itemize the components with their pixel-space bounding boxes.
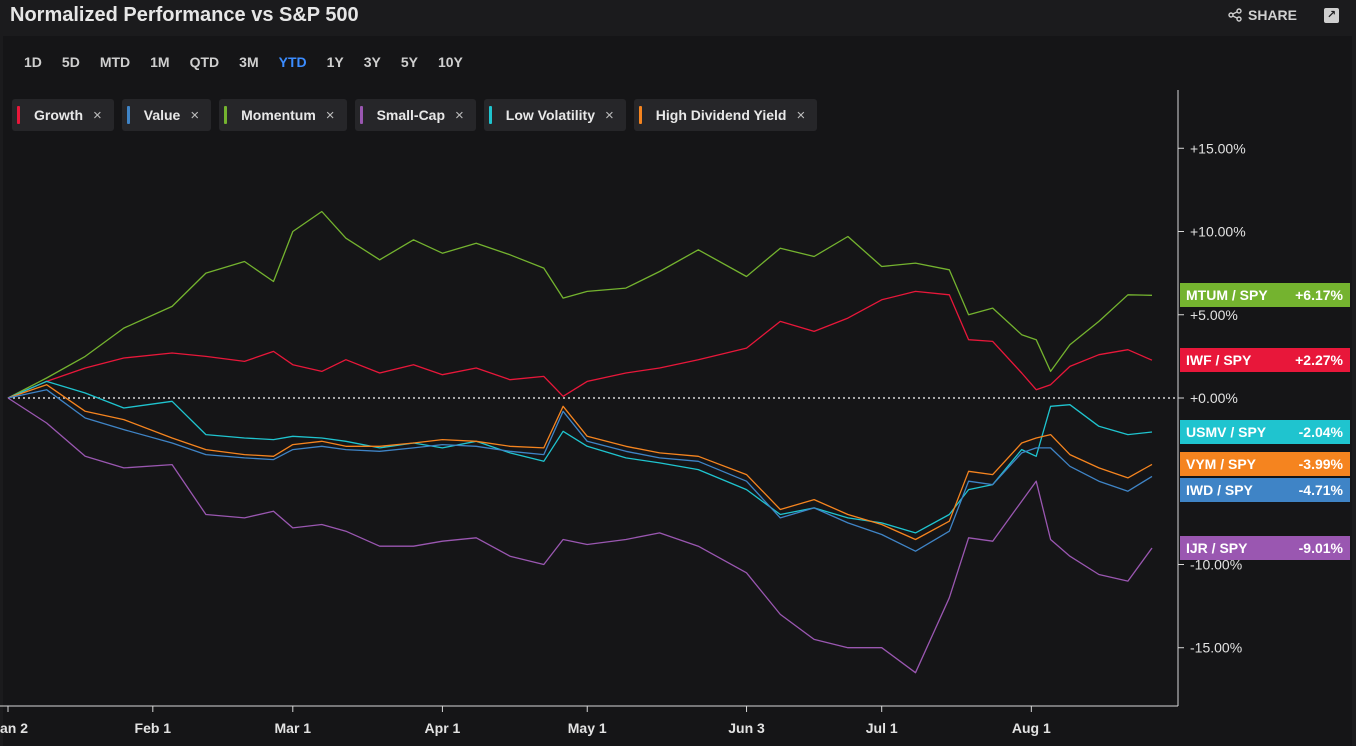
series-end-label: IWF / SPY +2.27% <box>1180 348 1350 373</box>
x-tick-label: Aug 1 <box>1012 720 1051 736</box>
series-last-value: -2.04% <box>1298 423 1343 440</box>
legend-color-swatch <box>638 106 642 124</box>
legend-chip-small-cap[interactable]: Small-Cap × <box>354 99 476 131</box>
range-1y[interactable]: 1Y <box>326 54 344 70</box>
x-tick-label: Mar 1 <box>275 720 312 736</box>
y-tick-label: +5.00% <box>1190 307 1238 323</box>
series-name: IWF / SPY <box>1186 352 1252 369</box>
legend-chip-low-volatility[interactable]: Low Volatility × <box>483 99 626 131</box>
remove-series-icon[interactable]: × <box>190 106 200 124</box>
series-end-label: IWD / SPY -4.71% <box>1180 478 1350 503</box>
range-selector: 1D 5D MTD 1M QTD 3M YTD 1Y 3Y 5Y 10Y <box>14 50 473 74</box>
series-last-value: +6.17% <box>1295 287 1343 304</box>
series-end-label: USMV / SPY -2.04% <box>1180 419 1350 444</box>
legend-chip-value[interactable]: Value × <box>121 99 212 131</box>
series-line-ijr <box>7 397 1153 674</box>
legend-chip-high-dividend-yield[interactable]: High Dividend Yield × <box>633 99 818 131</box>
range-3m[interactable]: 3M <box>239 54 259 70</box>
series-last-value: +2.27% <box>1295 352 1343 369</box>
legend-chip-momentum[interactable]: Momentum × <box>219 99 347 131</box>
series-last-value: -9.01% <box>1298 540 1343 556</box>
range-qtd[interactable]: QTD <box>189 54 220 70</box>
share-label: SHARE <box>1248 7 1298 23</box>
remove-series-icon[interactable]: × <box>93 106 102 124</box>
series-last-value: -3.99% <box>1298 456 1343 473</box>
legend-color-swatch <box>359 106 363 124</box>
legend-label: High Dividend Yield <box>655 107 787 123</box>
page-title: Normalized Performance vs S&P 500 <box>10 4 359 26</box>
remove-series-icon[interactable]: × <box>325 106 335 124</box>
range-10y[interactable]: 10Y <box>437 54 463 70</box>
legend-color-swatch <box>126 106 130 124</box>
x-tick-label: Jun 3 <box>728 720 765 736</box>
y-tick-label: -15.00% <box>1190 640 1242 656</box>
range-3y[interactable]: 3Y <box>363 54 381 70</box>
legend-label: Low Volatility <box>505 107 595 123</box>
range-5d[interactable]: 5D <box>61 54 80 70</box>
series-end-label: IJR / SPY -9.01% <box>1180 536 1350 560</box>
x-tick-label: Jul 1 <box>866 720 898 736</box>
series-name: USMV / SPY <box>1186 423 1267 440</box>
legend-label: Small-Cap <box>376 107 446 123</box>
series-last-value: -4.71% <box>1298 482 1343 499</box>
series-name: VYM / SPY <box>1186 456 1257 473</box>
chart-panel <box>3 36 1352 746</box>
legend-color-swatch <box>488 106 492 124</box>
range-mtd[interactable]: MTD <box>99 54 131 70</box>
series-end-label: MTUM / SPY +6.17% <box>1180 283 1350 308</box>
series-line-usmv <box>7 380 1153 534</box>
y-tick-label: +0.00% <box>1190 390 1238 406</box>
remove-series-icon[interactable]: × <box>796 106 806 124</box>
range-ytd[interactable]: YTD <box>278 54 307 70</box>
series-line-iwf <box>7 290 1153 399</box>
series-line-mtum <box>7 210 1153 399</box>
legend-label: Momentum <box>241 107 316 123</box>
series-line-iwd <box>7 389 1153 552</box>
remove-series-icon[interactable]: × <box>605 106 614 124</box>
y-tick-label: +10.00% <box>1190 224 1246 240</box>
x-tick-label: Apr 1 <box>425 720 461 736</box>
y-tick-label: -10.00% <box>1190 556 1242 572</box>
range-1m[interactable]: 1M <box>150 54 170 70</box>
range-1d[interactable]: 1D <box>24 54 42 70</box>
series-legend: Growth × Value × Momentum × Small-Cap × Low Vola… <box>12 99 818 131</box>
legend-color-swatch <box>17 106 20 124</box>
legend-label: Growth <box>34 107 83 123</box>
remove-series-icon[interactable]: × <box>455 106 464 124</box>
x-tick-label: Feb 1 <box>135 720 172 736</box>
x-tick-label: May 1 <box>568 720 607 736</box>
x-tick-label: an 2 <box>0 720 28 736</box>
expand-icon[interactable]: ↗ <box>1324 8 1339 23</box>
series-name: MTUM / SPY <box>1186 287 1268 304</box>
legend-chip-growth[interactable]: Growth × <box>12 99 114 131</box>
share-button[interactable]: SHARE <box>1228 7 1297 23</box>
series-end-label: VYM / SPY -3.99% <box>1180 452 1350 477</box>
share-icon <box>1228 8 1242 22</box>
series-line-vym <box>7 384 1153 541</box>
range-5y[interactable]: 5Y <box>400 54 418 70</box>
y-tick-label: +15.00% <box>1190 140 1246 156</box>
legend-color-swatch <box>224 106 228 124</box>
legend-label: Value <box>143 107 181 123</box>
series-name: IWD / SPY <box>1186 482 1253 499</box>
series-name: IJR / SPY <box>1186 540 1248 556</box>
